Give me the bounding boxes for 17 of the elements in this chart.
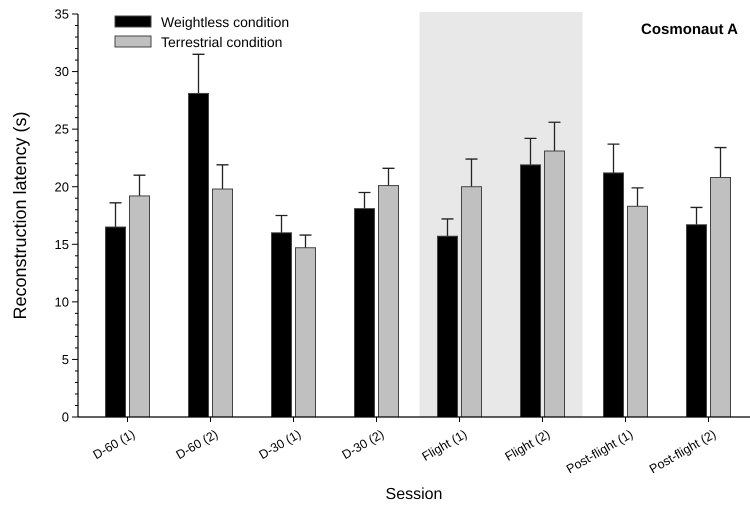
legend-label: Terrestrial condition (161, 34, 282, 50)
x-tick-label: D-30 (1) (256, 427, 304, 462)
x-tick-label: D-30 (2) (340, 427, 386, 462)
y-tick-label: 10 (54, 294, 69, 310)
x-tick-label: D-60 (2) (174, 427, 220, 462)
x-axis-title: Session (386, 486, 442, 503)
y-tick-label: 20 (54, 179, 69, 194)
legend-label: Weightless condition (161, 14, 290, 30)
y-axis-title: Reconstruction latency (s) (10, 111, 30, 320)
y-tick-label: 35 (54, 6, 69, 22)
x-tick-label: D-60 (1) (90, 427, 138, 462)
y-tick-label: 5 (62, 352, 69, 367)
y-tick-label: 30 (54, 64, 69, 80)
y-tick-label: 15 (54, 236, 69, 252)
y-tick-label: 25 (54, 122, 69, 137)
text: Cosmonaut A (641, 21, 738, 38)
y-tick-label: 0 (62, 410, 69, 425)
